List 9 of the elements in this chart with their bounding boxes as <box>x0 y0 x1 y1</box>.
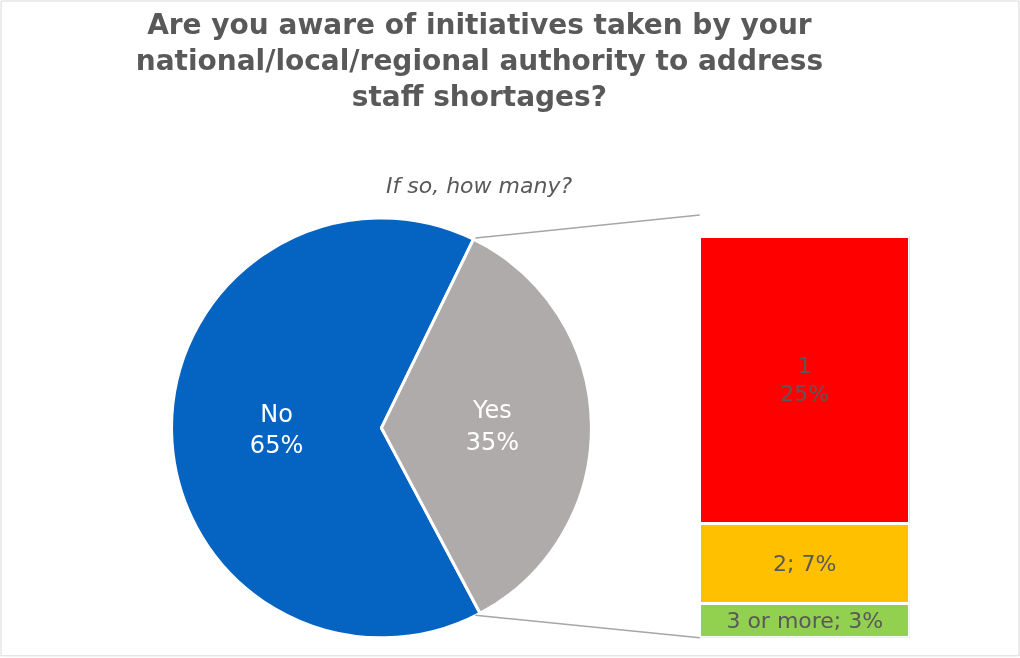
data-label: 1 25% <box>780 352 830 407</box>
slice-label: No <box>260 400 293 429</box>
chart-subtitle: If so, how many? <box>386 173 573 198</box>
data-label: 3 or more; 3% <box>726 608 884 634</box>
data-label: 35% <box>465 427 520 456</box>
data-label: 2; 7% <box>773 550 837 576</box>
data-label: 65% <box>249 431 304 460</box>
chart-title: Are you aware of initiatives taken by your national/local/regional authority to address staff shortages? <box>135 7 824 114</box>
slice-label: Yes <box>472 396 512 425</box>
